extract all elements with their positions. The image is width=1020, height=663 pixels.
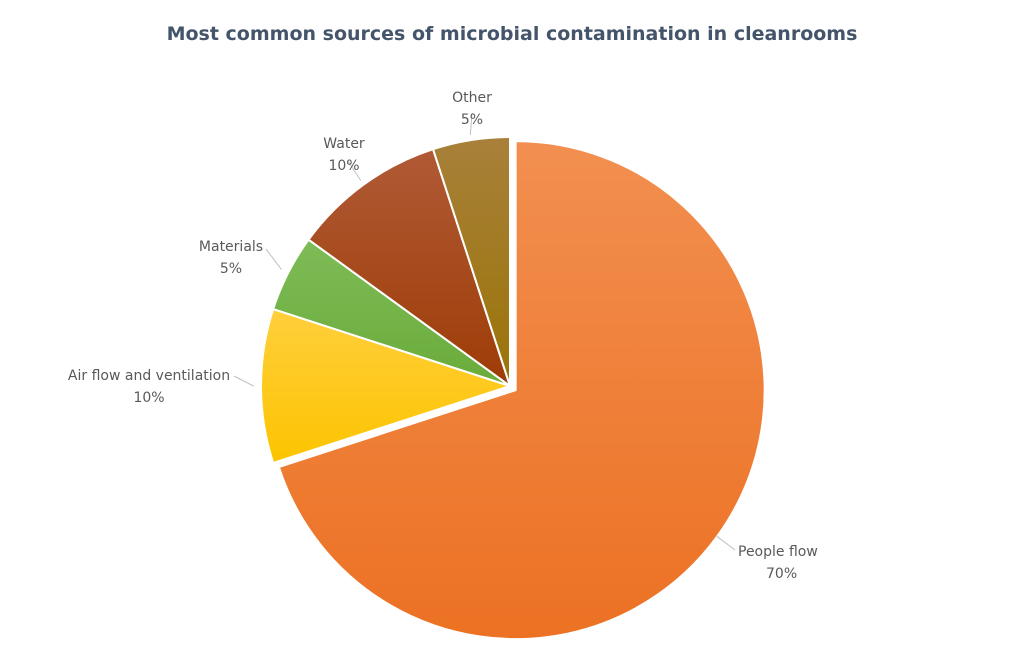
slice-value-label: 70% xyxy=(766,566,797,582)
slice-label: Air flow and ventilation 10% xyxy=(68,368,230,406)
slice-labels: People flow 70% Air flow and ventilation 10… xyxy=(68,90,818,582)
leader-line xyxy=(469,112,473,136)
slice-category-label: Air flow and ventilation xyxy=(68,368,230,384)
slice-label: Water 10% xyxy=(323,136,365,174)
slice-label: People flow 70% xyxy=(738,544,818,582)
slice-category-label: Other xyxy=(452,90,492,106)
chart-title: Most common sources of microbial contami… xyxy=(167,23,858,45)
slice-value-label: 5% xyxy=(220,261,242,277)
pie-slice-water xyxy=(307,148,511,387)
slice-label: Other 5% xyxy=(452,90,492,128)
slice-category-label: People flow xyxy=(738,544,818,560)
leader-line xyxy=(265,248,282,270)
leader-lines xyxy=(233,112,736,551)
slice-value-label: 10% xyxy=(328,158,359,174)
leader-line xyxy=(347,160,362,181)
slice-label: Materials 5% xyxy=(199,239,263,277)
slice-value-label: 10% xyxy=(133,390,164,406)
leader-line xyxy=(716,535,736,551)
pie-slice-other xyxy=(432,136,511,387)
pie-slices xyxy=(260,136,766,641)
slice-category-label: Water xyxy=(323,136,365,152)
slice-value-label: 5% xyxy=(461,112,483,128)
leader-line xyxy=(233,375,254,387)
pie-slice-air-flow-and-ventilation xyxy=(260,308,511,464)
slice-category-label: Materials xyxy=(199,239,263,255)
